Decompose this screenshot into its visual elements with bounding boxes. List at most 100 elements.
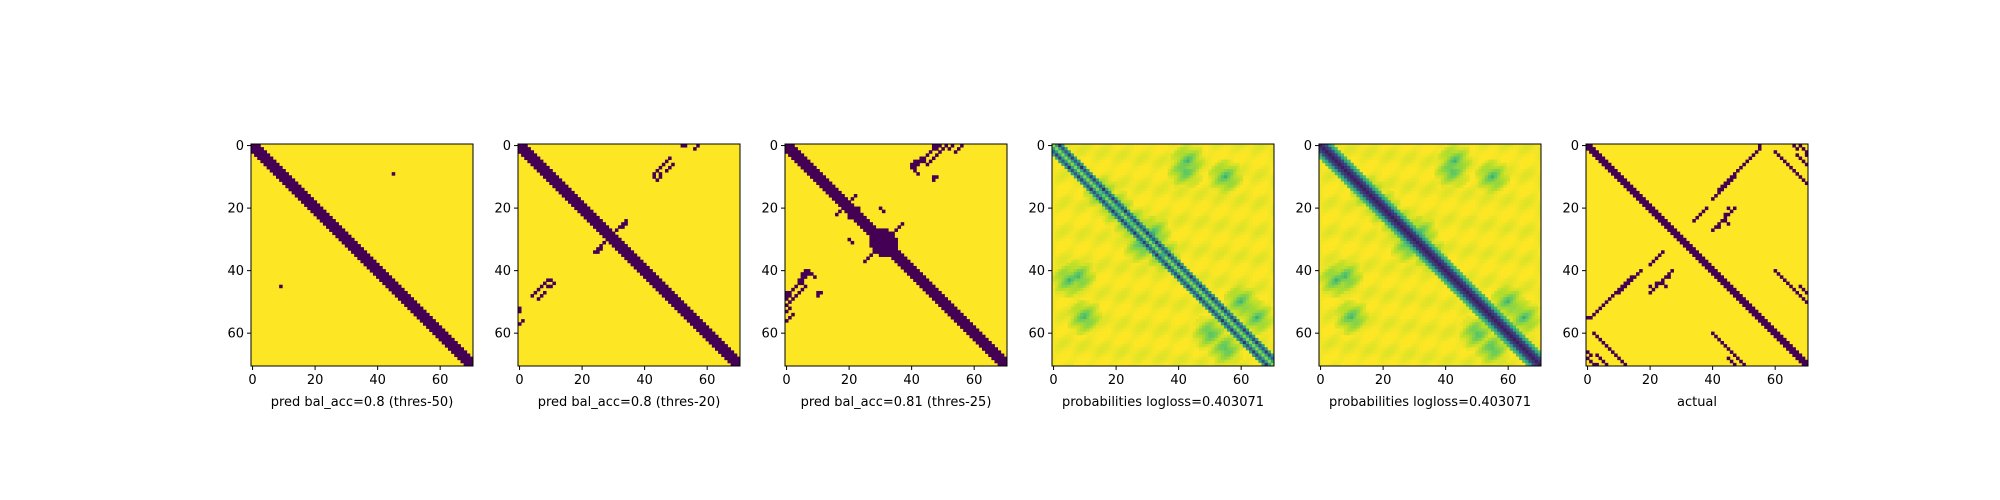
heatmap-cell	[1270, 244, 1275, 248]
heatmap-cell	[714, 334, 719, 339]
heatmap-cell	[1173, 275, 1178, 279]
heatmap-cell	[1186, 319, 1190, 323]
heatmap-cell	[1073, 162, 1078, 167]
heatmap-cell	[885, 244, 889, 248]
heatmap-cell	[1252, 325, 1256, 329]
heatmap-cell	[269, 169, 274, 173]
heatmap-cell	[382, 275, 386, 279]
heatmap-cell	[875, 228, 880, 232]
heatmap-cell	[1123, 297, 1128, 301]
heatmap-cell	[671, 300, 675, 304]
heatmap-cell	[558, 181, 563, 186]
heatmap-cell	[664, 169, 669, 173]
heatmap-cell	[1120, 209, 1125, 214]
heatmap-cell	[1083, 290, 1087, 295]
heatmap-cell	[335, 225, 339, 229]
heatmap-cell	[1108, 294, 1112, 298]
heatmap-cell	[856, 215, 861, 220]
heatmap-cell	[1092, 228, 1097, 232]
heatmap-cell	[1270, 206, 1275, 211]
heatmap-cell	[1130, 278, 1134, 282]
heatmap-cell	[1186, 275, 1190, 279]
heatmap-cell	[1173, 159, 1178, 164]
heatmap-cell	[1167, 325, 1172, 329]
heatmap-cell	[1098, 322, 1103, 326]
heatmap-cell	[1136, 319, 1140, 323]
heatmap-cell	[1064, 331, 1069, 336]
heatmap-cell	[1170, 237, 1175, 242]
heatmap-cell	[577, 209, 581, 214]
heatmap-cell	[363, 256, 368, 261]
heatmap-cell	[1236, 197, 1241, 201]
heatmap-cell	[608, 237, 613, 242]
heatmap-cell	[307, 194, 311, 198]
heatmap-cell	[1052, 175, 1056, 179]
heatmap-cell	[335, 228, 339, 232]
heatmap-cell	[885, 237, 889, 242]
heatmap-cell	[702, 334, 707, 339]
heatmap-cell	[1208, 200, 1212, 204]
heatmap-cell	[1155, 303, 1159, 307]
heatmap-cell	[1145, 303, 1150, 307]
heatmap-cell	[1236, 190, 1241, 195]
heatmap-cell	[1102, 259, 1106, 264]
heatmap-cell	[1239, 284, 1244, 289]
heatmap-cell	[1086, 290, 1090, 295]
heatmap-cell	[844, 206, 848, 211]
heatmap-cell	[1242, 225, 1247, 229]
heatmap-cell	[850, 209, 855, 214]
heatmap-cell	[1133, 144, 1137, 148]
heatmap-cell	[1155, 190, 1159, 195]
heatmap-cell	[1117, 259, 1122, 264]
heatmap-cell	[596, 250, 600, 254]
heatmap-cell	[1055, 284, 1059, 289]
heatmap-cell	[835, 197, 839, 201]
heatmap-cell	[1114, 147, 1119, 151]
heatmap-cell	[1233, 209, 1237, 214]
heatmap-cell	[1158, 281, 1162, 286]
heatmap-cell	[521, 147, 525, 151]
heatmap-cell	[1211, 319, 1215, 323]
heatmap-cell	[1267, 325, 1272, 329]
heatmap-cell	[630, 253, 635, 257]
heatmap-cell	[1161, 272, 1165, 276]
heatmap-cell	[718, 344, 722, 348]
heatmap-cell	[791, 144, 795, 148]
heatmap-cell	[1248, 200, 1253, 204]
heatmap-cell	[1252, 153, 1256, 157]
heatmap-cell	[1230, 225, 1234, 229]
heatmap-cell	[363, 259, 368, 264]
heatmap-cell	[1164, 272, 1169, 276]
heatmap-cell	[1098, 319, 1103, 323]
heatmap-cell	[1186, 209, 1190, 214]
heatmap-cell	[1258, 315, 1262, 320]
heatmap-cell	[1148, 240, 1153, 245]
heatmap-cell	[1098, 284, 1103, 289]
heatmap-cell	[935, 147, 939, 151]
heatmap-cell	[1055, 234, 1059, 239]
heatmap-cell	[1127, 219, 1131, 223]
heatmap-cell	[1245, 240, 1250, 245]
heatmap-cell	[1252, 200, 1256, 204]
heatmap-cell	[1067, 203, 1072, 207]
heatmap-cell	[1183, 244, 1187, 248]
heatmap-cell	[1264, 147, 1269, 151]
heatmap-cell	[1111, 287, 1115, 292]
heatmap-cell	[1258, 228, 1262, 232]
heatmap-cell	[599, 244, 603, 248]
heatmap-cell	[1245, 312, 1250, 317]
heatmap-cell	[1208, 194, 1212, 198]
heatmap-cell	[1180, 184, 1184, 189]
heatmap-cell	[1264, 259, 1269, 264]
heatmap-cell	[407, 306, 411, 311]
heatmap-cell	[1252, 290, 1256, 295]
heatmap-cell	[1242, 278, 1247, 282]
heatmap-cell	[1058, 294, 1062, 298]
heatmap-cell	[1127, 287, 1131, 292]
heatmap-cell	[1086, 309, 1090, 314]
heatmap-cell	[1073, 144, 1078, 148]
heatmap-cell	[1083, 312, 1087, 317]
heatmap-cell	[1248, 209, 1253, 214]
heatmap-cell	[1123, 240, 1128, 245]
heatmap-cell	[1089, 150, 1094, 154]
